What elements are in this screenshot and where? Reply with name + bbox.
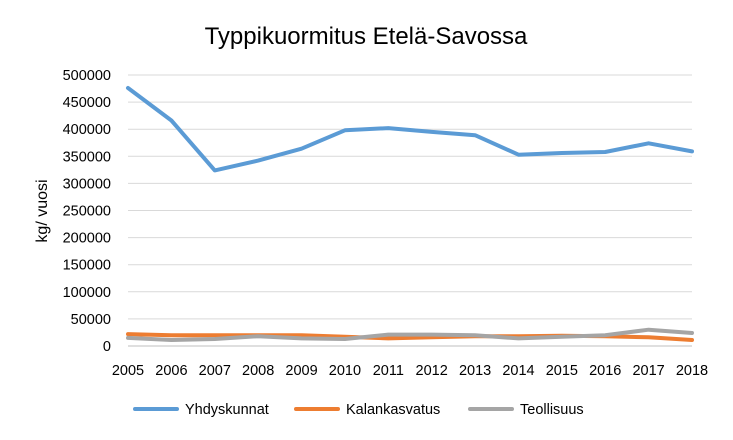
x-tick-label: 2008: [242, 363, 274, 379]
y-axis-label: kg/ vuosi: [34, 179, 51, 242]
y-tick-label: 200000: [63, 231, 111, 247]
x-tick-label: 2006: [155, 363, 187, 379]
legend-label: Kalankasvatus: [346, 402, 440, 418]
legend-label: Yhdyskunnat: [185, 402, 269, 418]
x-tick-label: 2016: [589, 363, 621, 379]
y-tick-label: 0: [103, 339, 111, 355]
x-tick-label: 2010: [329, 363, 361, 379]
legend-item-yhdyskunnat: Yhdyskunnat: [133, 402, 269, 418]
x-axis-ticks: 2005 2006 2007 2008 2009 2010 2011 2012 2013 2014…: [112, 363, 708, 379]
x-tick-label: 2017: [632, 363, 664, 379]
x-tick-label: 2014: [502, 363, 534, 379]
series-lines: [126, 86, 694, 342]
y-tick-label: 350000: [63, 149, 111, 165]
x-tick-label: 2012: [416, 363, 448, 379]
y-tick-label: 400000: [63, 122, 111, 138]
chart-title: Typpikuormitus Etelä-Savossa: [205, 23, 528, 50]
y-tick-label: 300000: [63, 176, 111, 192]
x-tick-label: 2018: [676, 363, 708, 379]
x-tick-label: 2015: [546, 363, 578, 379]
series-line-yhdyskunnat: [126, 86, 694, 173]
y-tick-label: 450000: [63, 95, 111, 111]
series-line-teollisuus: [126, 327, 694, 342]
y-tick-label: 150000: [63, 258, 111, 274]
y-tick-label: 250000: [63, 204, 111, 220]
legend-item-kalankasvatus: Kalankasvatus: [294, 402, 440, 418]
legend: Yhdyskunnat Kalankasvatus Teollisuus: [133, 402, 584, 418]
y-axis-ticks: 0 50000 100000 150000 200000 250000 300000 3500…: [63, 68, 111, 355]
y-tick-label: 50000: [71, 312, 111, 328]
x-tick-label: 2013: [459, 363, 491, 379]
x-tick-label: 2009: [285, 363, 317, 379]
y-tick-label: 100000: [63, 285, 111, 301]
y-tick-label: 500000: [63, 68, 111, 84]
x-tick-label: 2005: [112, 363, 144, 379]
legend-label: Teollisuus: [520, 402, 584, 418]
grid-lines: [128, 74, 692, 347]
legend-item-teollisuus: Teollisuus: [468, 402, 584, 418]
x-tick-label: 2007: [199, 363, 231, 379]
x-tick-label: 2011: [373, 363, 404, 379]
